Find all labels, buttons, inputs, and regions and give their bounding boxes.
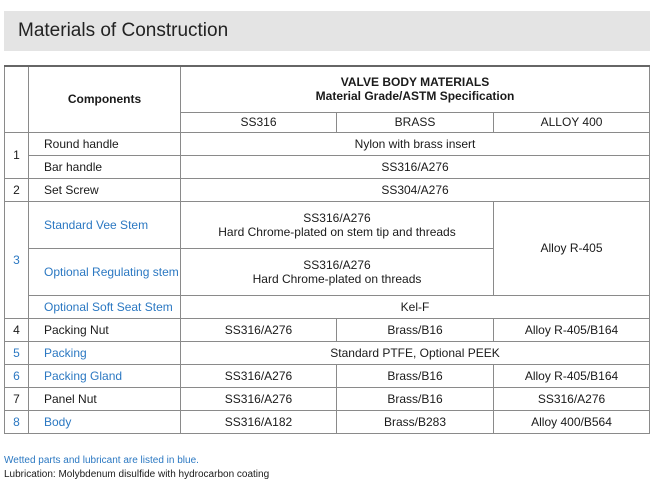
row-number: 4 <box>4 317 29 342</box>
component-name: Optional Soft Seat Stem <box>28 294 181 319</box>
row-number: 3 <box>4 200 29 319</box>
row-number: 8 <box>4 409 29 434</box>
notes: Wetted parts and lubricant are listed in… <box>4 454 269 482</box>
material-ss316: SS316/A276 <box>180 317 337 342</box>
header-valve-title: VALVE BODY MATERIALS <box>340 75 490 90</box>
lubrication-note: Lubrication: Molybdenum disulfide with h… <box>4 469 270 480</box>
material-alloy: Alloy 400/B564 <box>492 409 651 434</box>
material-brass: Brass/B283 <box>336 409 494 434</box>
row-number: 2 <box>4 177 29 202</box>
material-alloy: SS316/A276 <box>492 386 651 411</box>
material-line: Hard Chrome-plated on threads <box>252 271 422 286</box>
component-name: Set Screw <box>28 177 181 202</box>
material-line: SS316/A276 <box>303 257 371 272</box>
row-number: 6 <box>4 363 29 388</box>
material-brass: Brass/B16 <box>336 386 494 411</box>
component-name: Bar handle <box>28 154 181 179</box>
component-name: Standard Vee Stem <box>28 200 181 249</box>
header-material-grade: Material Grade/ASTM Specification <box>315 89 515 104</box>
material-ss316: SS316/A276 <box>180 386 337 411</box>
component-name: Optional Regulating stem <box>28 247 181 296</box>
row-number: 5 <box>4 340 29 365</box>
material-brass: Brass/B16 <box>336 317 494 342</box>
row-number: 7 <box>4 386 29 411</box>
material-ss316: SS316/A276 <box>180 363 337 388</box>
title-bar: Materials of Construction <box>4 11 650 51</box>
material-value: Nylon with brass insert <box>179 131 651 156</box>
material-value-alloy: Alloy R-405 <box>492 200 651 296</box>
material-line: Hard Chrome-plated on stem tip and threa… <box>218 224 456 239</box>
material-value: Kel-F <box>179 294 651 319</box>
component-name: Panel Nut <box>28 386 181 411</box>
material-value: Standard PTFE, Optional PEEK <box>179 340 651 365</box>
material-alloy: Alloy R-405/B164 <box>492 317 651 342</box>
header-alloy400: ALLOY 400 <box>492 111 651 133</box>
component-name: Packing <box>28 340 181 365</box>
row-number: 1 <box>4 131 29 179</box>
header-brass: BRASS <box>336 111 494 133</box>
material-alloy: Alloy R-405/B164 <box>492 363 651 388</box>
component-name: Round handle <box>28 131 181 156</box>
header-valve-body-materials: VALVE BODY MATERIALS Material Grade/ASTM… <box>179 65 651 113</box>
header-components: Components <box>28 65 181 133</box>
material-value: SS316/A276 Hard Chrome-plated on threads <box>180 247 494 296</box>
wetted-note: Wetted parts and lubricant are listed in… <box>4 455 199 466</box>
material-line: SS316/A276 <box>303 210 371 225</box>
material-ss316: SS316/A182 <box>180 409 337 434</box>
header-blank <box>4 65 29 133</box>
component-name: Packing Nut <box>28 317 181 342</box>
header-ss316: SS316 <box>180 111 337 133</box>
material-value: SS316/A276 <box>179 154 651 179</box>
material-brass: Brass/B16 <box>336 363 494 388</box>
material-value: SS316/A276 Hard Chrome-plated on stem ti… <box>180 200 494 249</box>
component-name: Body <box>28 409 181 434</box>
material-value: SS304/A276 <box>179 177 651 202</box>
page-title: Materials of Construction <box>18 20 229 41</box>
materials-table: Components VALVE BODY MATERIALS Material… <box>4 65 651 434</box>
component-name: Packing Gland <box>28 363 181 388</box>
